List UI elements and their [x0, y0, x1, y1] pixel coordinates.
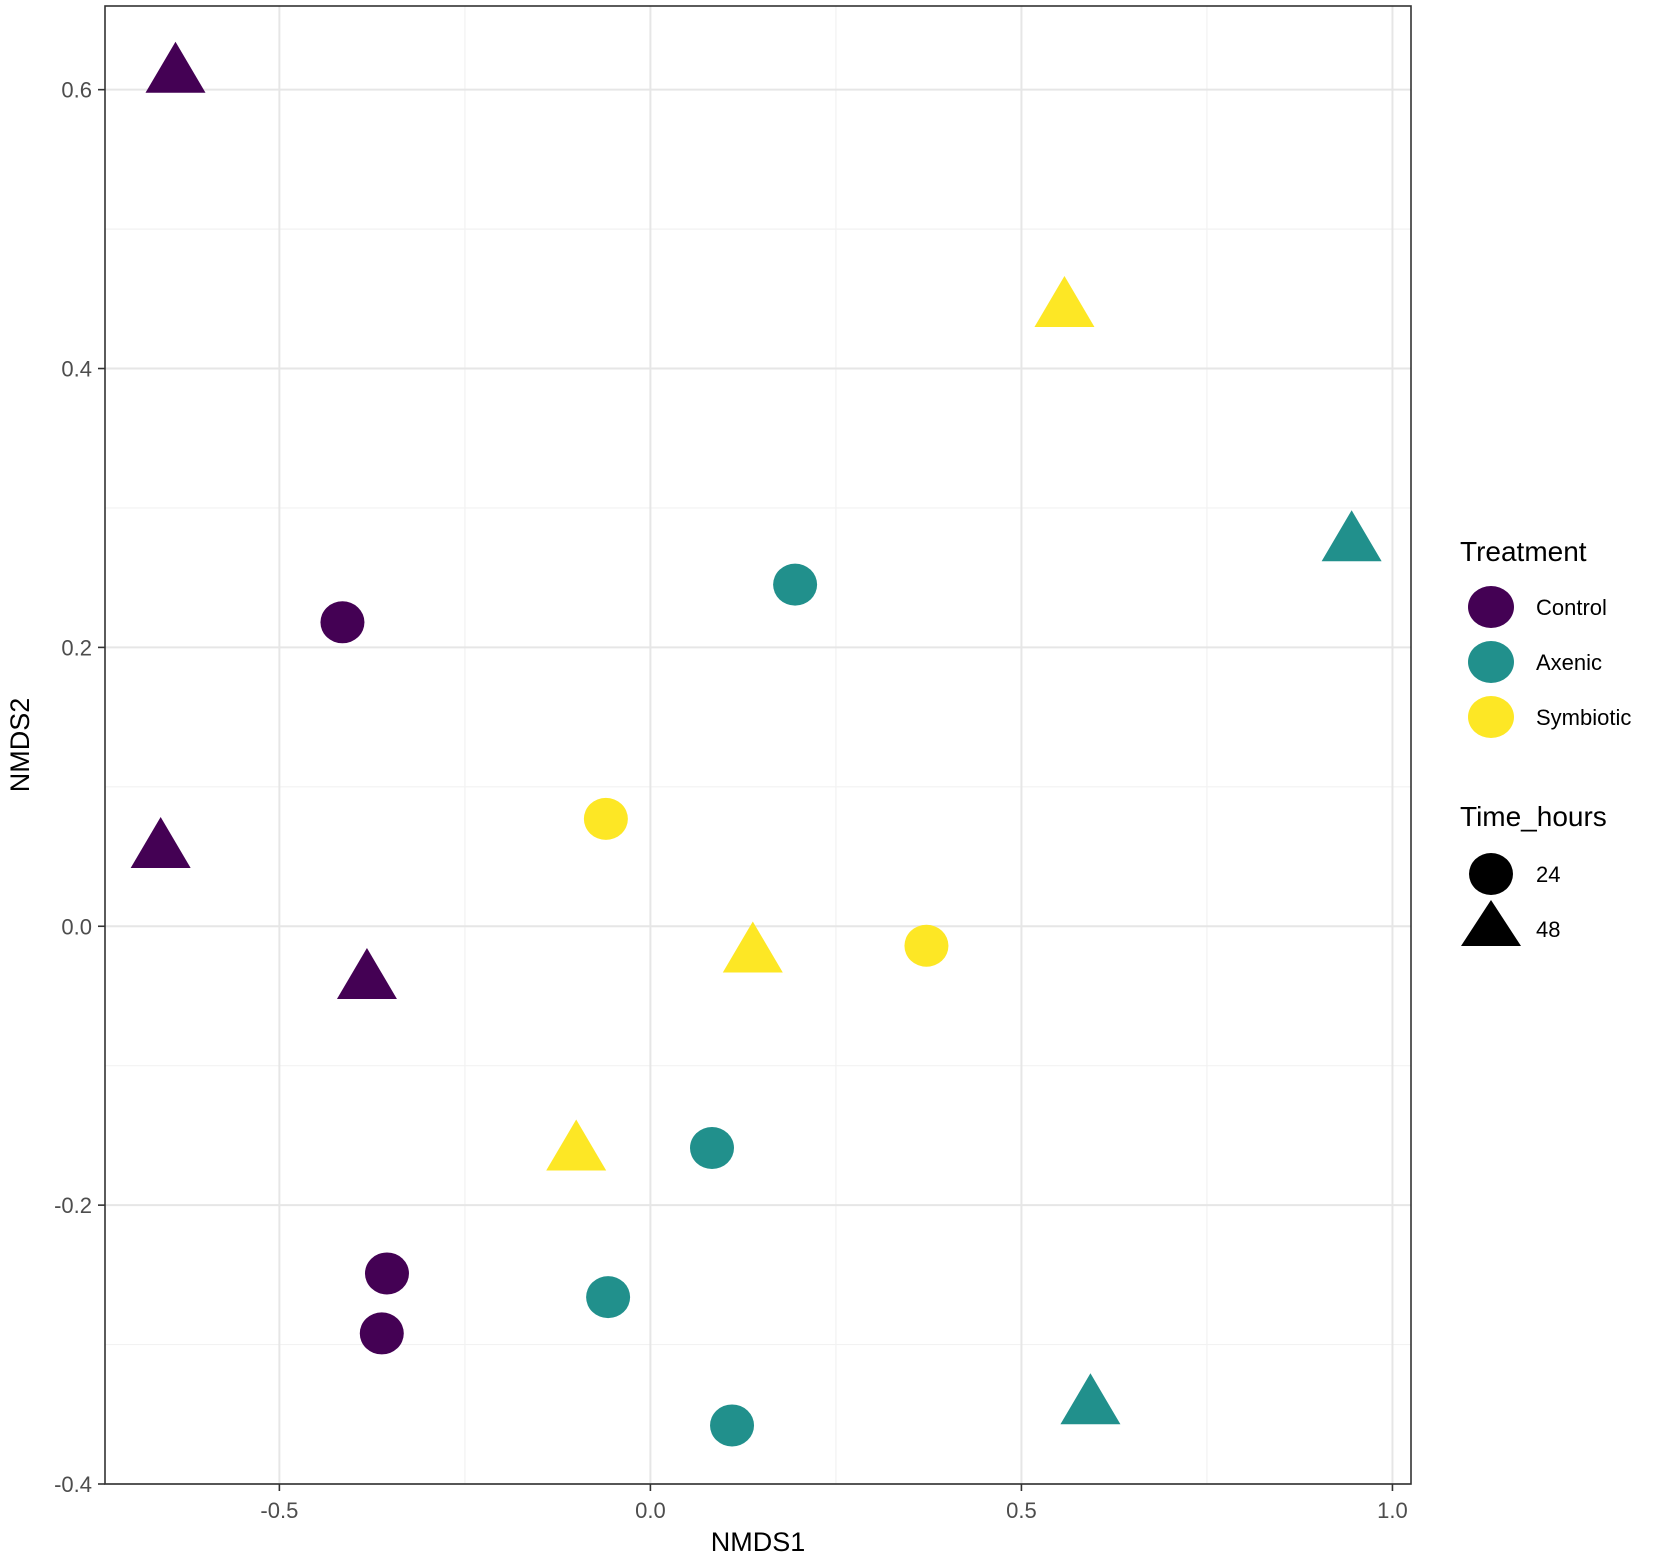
- x-axis: -0.5 0.0 0.5 1.0 NMDS1: [260, 1484, 1408, 1557]
- legend-key-control: [1468, 586, 1514, 628]
- data-point-control-24: [364, 1252, 409, 1295]
- data-points: [130, 41, 1382, 1447]
- legend-label-symbiotic: Symbiotic: [1536, 705, 1631, 730]
- legend-key-triangle: [1461, 900, 1521, 946]
- y-axis-tick-labels: -0.4 -0.2 0.0 0.2 0.4 0.6: [54, 78, 92, 1497]
- x-axis-tick-labels: -0.5 0.0 0.5 1.0: [260, 1498, 1407, 1523]
- data-point-symbiotic-48: [722, 921, 783, 973]
- y-tick-label: -0.2: [54, 1193, 92, 1218]
- data-point-symbiotic-48: [1034, 275, 1095, 327]
- legend-title-treatment: Treatment: [1460, 536, 1587, 567]
- legend-treatment-entries: Control Axenic Symbiotic: [1468, 586, 1631, 738]
- legend: Treatment Control Axenic Symbiotic Time_ho…: [1460, 536, 1631, 946]
- data-point-symbiotic-24: [904, 924, 949, 967]
- legend-key-circle: [1469, 853, 1513, 895]
- y-tick-label: -0.4: [54, 1472, 92, 1497]
- data-point-axenic-48: [1321, 510, 1382, 562]
- legend-key-axenic: [1468, 641, 1514, 683]
- panel-background: [105, 6, 1411, 1484]
- y-tick-label: 0.4: [61, 357, 92, 382]
- x-tick-label: 0.5: [1006, 1498, 1037, 1523]
- plot-panel: [104, 5, 1412, 1485]
- legend-key-symbiotic: [1468, 696, 1514, 738]
- data-point-control-48: [145, 41, 206, 93]
- y-axis-title: NMDS2: [5, 698, 35, 793]
- y-tick-label: 0.0: [61, 914, 92, 939]
- data-point-control-48: [336, 948, 397, 1000]
- x-tick-label: 0.0: [635, 1498, 666, 1523]
- grid-major: [105, 6, 1411, 1485]
- legend-title-time: Time_hours: [1460, 801, 1607, 832]
- data-point-control-48: [130, 816, 191, 868]
- legend-label-axenic: Axenic: [1536, 650, 1602, 675]
- y-axis: -0.4 -0.2 0.0 0.2 0.4 0.6 NMDS2: [5, 78, 105, 1497]
- y-tick-label: 0.6: [61, 78, 92, 103]
- y-axis-ticks: [98, 88, 105, 1485]
- x-axis-ticks: [278, 1484, 1394, 1491]
- data-point-control-24: [320, 601, 365, 644]
- data-point-axenic-24: [586, 1276, 631, 1319]
- y-tick-label: 0.2: [61, 635, 92, 660]
- x-tick-label: -0.5: [260, 1498, 298, 1523]
- data-point-control-24: [359, 1312, 404, 1355]
- grid-minor: [105, 6, 1411, 1484]
- legend-label-time-48: 48: [1536, 917, 1560, 942]
- data-point-axenic-24: [773, 563, 818, 606]
- data-point-symbiotic-48: [546, 1119, 607, 1171]
- panel-border: [104, 5, 1412, 1485]
- data-point-symbiotic-24: [583, 797, 628, 840]
- data-point-axenic-48: [1060, 1373, 1121, 1425]
- data-point-axenic-24: [689, 1126, 734, 1169]
- data-point-axenic-24: [710, 1404, 755, 1447]
- legend-label-time-24: 24: [1536, 862, 1560, 887]
- x-axis-title: NMDS1: [711, 1527, 806, 1557]
- legend-time-entries: 24 48: [1461, 853, 1560, 946]
- legend-label-control: Control: [1536, 595, 1607, 620]
- x-tick-label: 1.0: [1377, 1498, 1408, 1523]
